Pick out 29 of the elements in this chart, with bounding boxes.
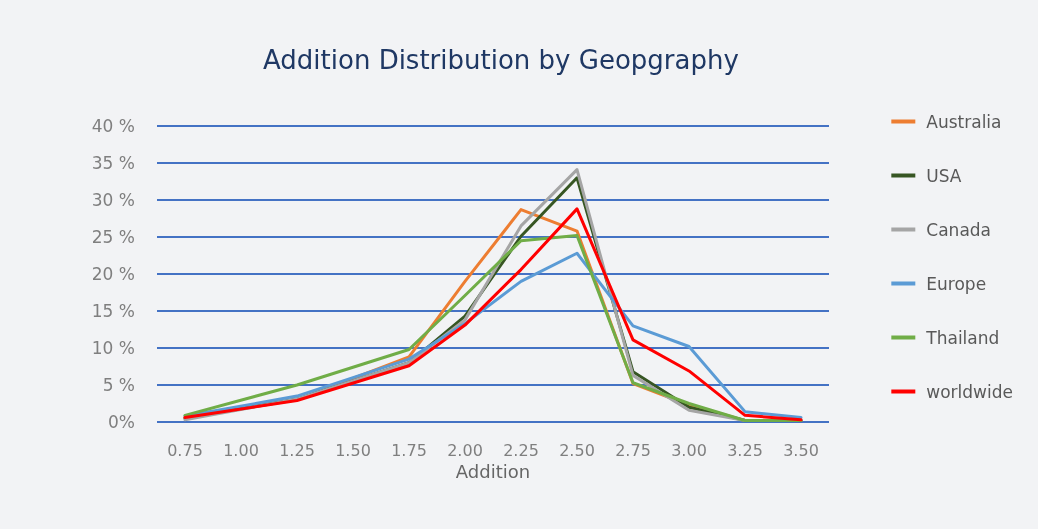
- y-tick-label: 25 %: [91, 227, 135, 247]
- x-tick-label: 1.50: [335, 440, 371, 460]
- y-tick-label: 30 %: [91, 190, 135, 210]
- x-tick-label: 1.75: [391, 440, 427, 460]
- x-tick-label: 2.00: [447, 440, 483, 460]
- y-tick-label: 20 %: [91, 264, 135, 284]
- x-tick-label: 3.50: [783, 440, 819, 460]
- x-tick-label: 2.50: [559, 440, 595, 460]
- x-tick-label: 2.25: [503, 440, 539, 460]
- y-tick-label: 0%: [108, 412, 135, 432]
- y-tick-label: 40 %: [91, 116, 135, 136]
- legend-label: Australia: [926, 111, 1002, 132]
- x-tick-label: 1.00: [223, 440, 259, 460]
- y-tick-label: 5 %: [102, 375, 135, 395]
- legend-label: USA: [926, 165, 962, 186]
- x-axis-title: Addition: [455, 461, 531, 483]
- x-tick-label: 3.25: [727, 440, 763, 460]
- x-tick-label: 2.75: [615, 440, 651, 460]
- legend-label: Europe: [926, 273, 987, 294]
- legend-label: Thailand: [925, 327, 1000, 348]
- x-tick-label: 3.00: [671, 440, 707, 460]
- y-tick-label: 10 %: [91, 338, 135, 358]
- chart-title: Addition Distribution by Geopgraphy: [263, 45, 739, 75]
- legend-label: Canada: [926, 219, 992, 240]
- y-tick-label: 35 %: [91, 153, 135, 173]
- legend-label: worldwide: [926, 381, 1013, 402]
- x-tick-label: 1.25: [279, 440, 315, 460]
- x-tick-label: 0.75: [167, 440, 203, 460]
- y-tick-label: 15 %: [91, 301, 135, 321]
